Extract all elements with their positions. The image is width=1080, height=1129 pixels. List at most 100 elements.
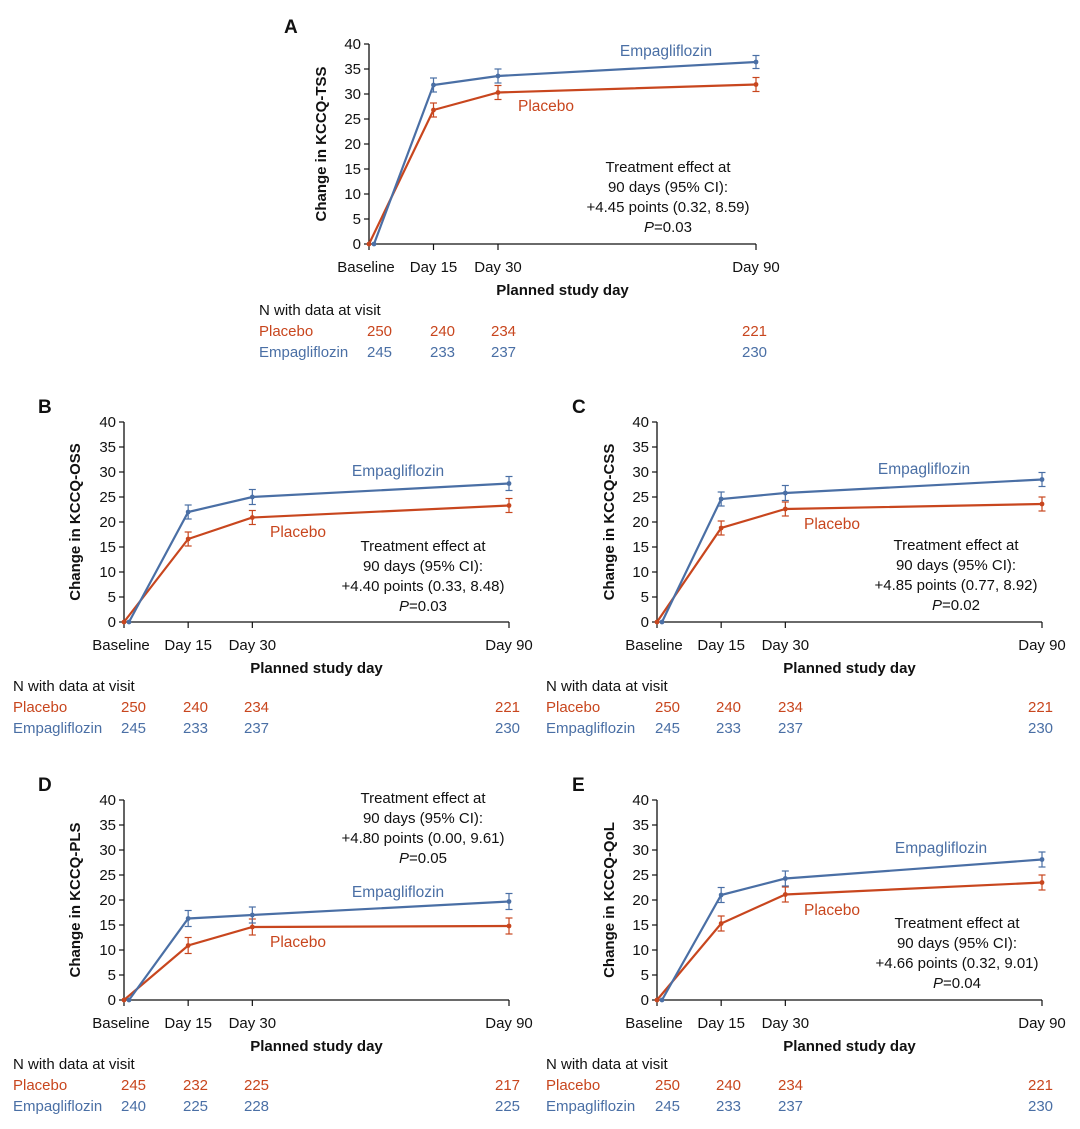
n-count: 230 xyxy=(1028,1098,1054,1115)
treatment-effect-annotation: 90 days (95% CI): xyxy=(363,558,483,575)
n-count: 230 xyxy=(495,720,521,737)
y-tick-label: 5 xyxy=(641,967,649,984)
n-count: 234 xyxy=(778,1077,804,1094)
y-tick-label: 40 xyxy=(344,36,361,53)
n-row-name: Empagliflozin xyxy=(13,1098,103,1115)
treatment-effect-annotation: Treatment effect at xyxy=(605,159,731,176)
p-label: P xyxy=(399,850,409,867)
data-point xyxy=(495,73,501,79)
n-count: 233 xyxy=(716,720,742,737)
p-label: P xyxy=(932,597,942,614)
y-tick-label: 35 xyxy=(632,817,649,834)
y-tick-label: 35 xyxy=(99,439,116,456)
data-point xyxy=(495,90,501,95)
chart-panel-e: E 0 5 10 15 20 25 30 35 40 Baseline Day 15 Day 30 Da… xyxy=(540,756,1080,1129)
x-tick-label: Day 30 xyxy=(762,1015,810,1032)
data-point xyxy=(506,899,512,904)
treatment-effect-annotation: 90 days (95% CI): xyxy=(897,935,1017,952)
x-tick-label: Day 30 xyxy=(474,259,522,276)
y-tick-label: 35 xyxy=(99,817,116,834)
panel-letter: C xyxy=(572,397,586,418)
p-value: =0.03 xyxy=(409,598,447,615)
series-line-placebo xyxy=(123,924,510,1001)
x-axis-title: Planned study day xyxy=(783,1038,916,1055)
data-point xyxy=(659,997,665,1003)
treatment-effect-annotation: Treatment effect at xyxy=(893,537,1019,554)
n-table-header: N with data at visit xyxy=(546,678,668,695)
n-table-header: N with data at visit xyxy=(546,1056,668,1073)
treatment-effect-annotation: +4.66 points (0.32, 9.01) xyxy=(875,955,1038,972)
data-point xyxy=(654,997,660,1003)
y-tick-label: 15 xyxy=(99,539,116,556)
y-tick-label: 15 xyxy=(99,917,116,934)
y-tick-label: 30 xyxy=(632,464,649,481)
y-tick-label: 0 xyxy=(641,992,649,1009)
series-line-empagliflozin xyxy=(128,900,510,1001)
n-count: 221 xyxy=(742,323,768,340)
data-point xyxy=(366,241,372,247)
treatment-effect-annotation: Treatment effect at xyxy=(360,538,486,555)
n-count: 233 xyxy=(430,344,456,361)
y-tick-label: 15 xyxy=(632,539,649,556)
y-tick-label: 5 xyxy=(641,589,649,606)
y-tick-label: 30 xyxy=(99,464,116,481)
data-point xyxy=(249,515,255,520)
series-label-empagliflozin: Empagliflozin xyxy=(352,884,444,901)
x-tick-label: Day 90 xyxy=(485,1015,533,1032)
p-label: P xyxy=(399,598,409,615)
n-count: 240 xyxy=(716,1077,742,1094)
n-count: 245 xyxy=(655,720,681,737)
n-row-name: Empagliflozin xyxy=(546,720,636,737)
y-tick-label: 20 xyxy=(99,892,116,909)
panel-letter: D xyxy=(38,775,52,796)
data-point xyxy=(506,503,512,508)
n-row-name: Empagliflozin xyxy=(259,344,349,361)
x-tick-label: Day 30 xyxy=(229,637,277,654)
n-count: 234 xyxy=(491,323,517,340)
y-tick-label: 10 xyxy=(99,942,116,959)
n-count: 237 xyxy=(778,720,804,737)
p-value-annotation: P=0.04 xyxy=(933,975,981,992)
panel-letter: E xyxy=(572,775,585,796)
panel-letter: A xyxy=(284,17,298,38)
n-count: 230 xyxy=(1028,720,1054,737)
n-row-name: Placebo xyxy=(546,699,601,716)
chart-panel-a: A 0 5 10 15 20 25 30 35 40 Baseline Day 15 Day 30 Da… xyxy=(0,0,1080,372)
y-tick-label: 40 xyxy=(632,792,649,809)
p-value: =0.02 xyxy=(942,597,980,614)
n-count: 221 xyxy=(1028,1077,1054,1094)
p-value-annotation: P=0.02 xyxy=(932,597,980,614)
y-tick-label: 35 xyxy=(632,439,649,456)
n-table-header: N with data at visit xyxy=(259,302,381,319)
n-count: 217 xyxy=(495,1077,521,1094)
chart-panel-b: B 0 5 10 15 20 25 30 35 40 Baseline Day 15 Day 30 Da… xyxy=(0,378,540,750)
n-count: 234 xyxy=(244,699,270,716)
p-value: =0.03 xyxy=(654,219,692,236)
n-table-header: N with data at visit xyxy=(13,1056,135,1073)
p-value-annotation: P=0.03 xyxy=(399,598,447,615)
x-axis-title: Planned study day xyxy=(783,660,916,677)
n-count: 234 xyxy=(778,699,804,716)
treatment-effect-annotation: 90 days (95% CI): xyxy=(608,179,728,196)
x-tick-label: Day 90 xyxy=(732,259,780,276)
y-tick-label: 20 xyxy=(632,892,649,909)
series-line-placebo xyxy=(656,881,1043,1001)
data-point xyxy=(782,876,788,881)
y-axis-title: Change in KCCQ-PLS xyxy=(67,822,84,977)
n-count: 232 xyxy=(183,1077,209,1094)
n-count: 237 xyxy=(244,720,270,737)
n-count: 240 xyxy=(183,699,209,716)
data-point xyxy=(506,481,512,486)
n-count: 221 xyxy=(495,699,521,716)
y-tick-label: 40 xyxy=(99,792,116,809)
series-label-placebo: Placebo xyxy=(270,524,326,541)
n-count: 245 xyxy=(367,344,393,361)
data-point xyxy=(371,241,377,247)
treatment-effect-annotation: +4.80 points (0.00, 9.61) xyxy=(341,830,504,847)
n-count: 233 xyxy=(716,1098,742,1115)
y-tick-label: 5 xyxy=(108,967,116,984)
data-point xyxy=(1039,880,1045,885)
n-count: 221 xyxy=(1028,699,1054,716)
series-line-empagliflozin xyxy=(372,60,757,245)
x-tick-label: Baseline xyxy=(92,637,150,654)
